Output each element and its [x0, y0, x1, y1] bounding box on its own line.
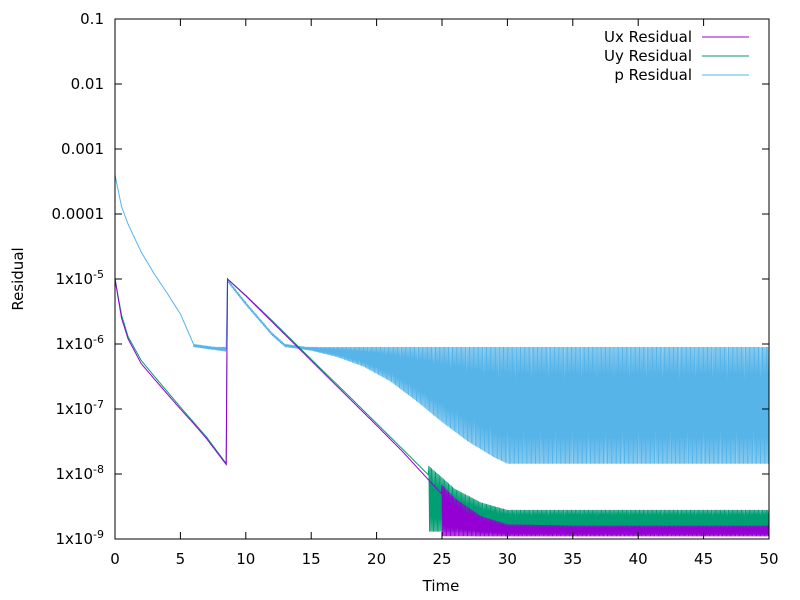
legend-label: p Residual	[614, 66, 692, 84]
y-tick-label: 1x10-9	[56, 528, 104, 548]
series-line-ux-residual	[114, 277, 770, 537]
ticks-layer: 0 5 10 15 20 25 30 35 40 45 50 1x10-9 1x10-8 1x10-7 1x…	[52, 10, 779, 568]
series-line-p-residual	[114, 174, 770, 464]
y-tick-label: 1x10-8	[56, 463, 104, 483]
y-tick-label: 1x10-6	[56, 333, 104, 353]
x-tick-label: 20	[367, 550, 386, 568]
y-tick-label: 0.0001	[52, 205, 105, 223]
x-tick-label: 10	[236, 550, 255, 568]
series-line-uy-residual	[114, 277, 770, 532]
y-tick-label: 0.1	[80, 10, 104, 28]
y-axis-title: Residual	[9, 247, 27, 310]
x-tick-label: 15	[302, 550, 321, 568]
x-tick-label: 0	[110, 550, 120, 568]
x-tick-label: 25	[432, 550, 451, 568]
legend-label: Ux Residual	[604, 28, 692, 46]
x-tick-label: 5	[176, 550, 186, 568]
y-tick-label: 1x10-7	[56, 398, 104, 418]
x-tick-label: 50	[759, 550, 778, 568]
x-axis-title: Time	[422, 577, 460, 595]
x-tick-label: 40	[629, 550, 648, 568]
y-tick-label: 0.001	[61, 140, 104, 158]
x-tick-label: 30	[498, 550, 517, 568]
y-tick-label: 1x10-5	[56, 268, 104, 288]
legend-label: Uy Residual	[604, 47, 692, 65]
series-layer	[114, 174, 770, 537]
y-tick-label: 0.01	[71, 75, 104, 93]
plot-frame	[114, 18, 770, 540]
x-tick-label: 35	[563, 550, 582, 568]
x-tick-label: 45	[694, 550, 713, 568]
